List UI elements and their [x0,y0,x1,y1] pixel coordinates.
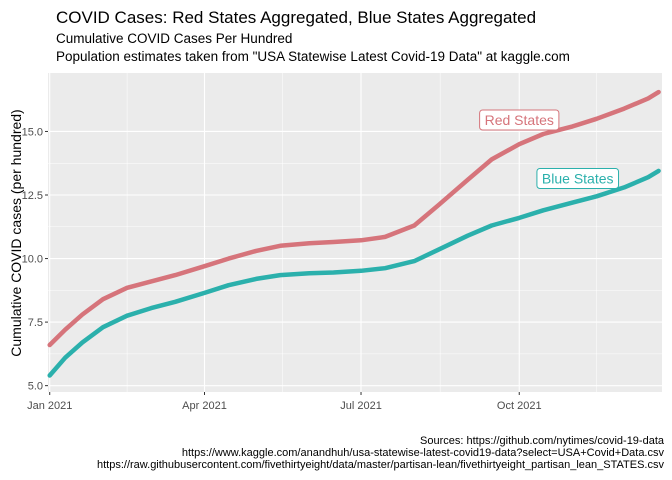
series-label-red-states: Red States [479,109,560,131]
series-label-box [479,109,560,131]
chart-title: COVID Cases: Red States Aggregated, Blue… [56,8,536,27]
series-labels: Red States Blue States [479,109,620,189]
caption-line-2: https://www.kaggle.com/anandhuh/usa-stat… [182,447,665,459]
series-label-text: Blue States [542,170,614,186]
series-line-red-states [47,89,661,348]
y-axis-title: Cumulative COVID cases (per hundred) [8,109,24,356]
y-tick-label: 5.0 [28,381,43,393]
series-label-box [536,167,620,189]
caption-line-3: https://raw.githubusercontent.com/fiveth… [97,459,664,471]
y-tick-label: 12.5 [22,190,43,202]
chart-subtitle-line-1: Cumulative COVID Cases Per Hundred [56,31,292,46]
x-tick-label: Apr 2021 [182,400,227,412]
y-axis: 5.0 7.5 10.0 12.5 15.0 [22,126,48,393]
x-tick-label: Jul 2021 [340,400,382,412]
y-tick-label: 10.0 [22,254,43,266]
series-label-text: Red States [485,112,554,128]
caption-line-1: Sources: https://github.com/nytimes/covi… [420,435,665,447]
x-tick-label: Jan 2021 [27,400,72,412]
x-axis: Jan 2021 Apr 2021 Jul 2021 Oct 2021 [27,392,542,412]
plot-panel [48,73,662,392]
y-tick-label: 15.0 [22,126,43,138]
x-tick-label: Oct 2021 [497,400,542,412]
chart-subtitle-line-2: Population estimates taken from "USA Sta… [56,49,570,64]
series-line-blue-states [47,168,661,378]
y-tick-label: 7.5 [28,317,43,329]
series-label-blue-states: Blue States [536,167,620,189]
series-lines [47,89,661,378]
